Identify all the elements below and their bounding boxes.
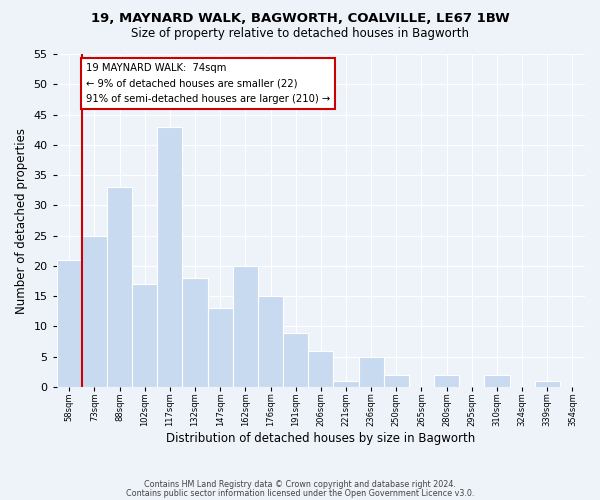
Bar: [384, 375, 409, 387]
Text: Contains public sector information licensed under the Open Government Licence v3: Contains public sector information licen…: [126, 488, 474, 498]
Bar: [57, 260, 82, 387]
Bar: [484, 375, 509, 387]
Bar: [334, 381, 359, 387]
Bar: [182, 278, 208, 387]
Bar: [82, 236, 107, 387]
Text: Size of property relative to detached houses in Bagworth: Size of property relative to detached ho…: [131, 28, 469, 40]
Bar: [308, 350, 334, 387]
Bar: [157, 126, 182, 387]
Y-axis label: Number of detached properties: Number of detached properties: [15, 128, 28, 314]
Bar: [233, 266, 258, 387]
Bar: [258, 296, 283, 387]
Text: 19, MAYNARD WALK, BAGWORTH, COALVILLE, LE67 1BW: 19, MAYNARD WALK, BAGWORTH, COALVILLE, L…: [91, 12, 509, 26]
Bar: [107, 187, 132, 387]
X-axis label: Distribution of detached houses by size in Bagworth: Distribution of detached houses by size …: [166, 432, 475, 445]
Bar: [132, 284, 157, 387]
Bar: [535, 381, 560, 387]
Bar: [283, 332, 308, 387]
Bar: [434, 375, 459, 387]
Bar: [359, 356, 384, 387]
Text: Contains HM Land Registry data © Crown copyright and database right 2024.: Contains HM Land Registry data © Crown c…: [144, 480, 456, 489]
Text: 19 MAYNARD WALK:  74sqm
← 9% of detached houses are smaller (22)
91% of semi-det: 19 MAYNARD WALK: 74sqm ← 9% of detached …: [86, 63, 330, 104]
Bar: [208, 308, 233, 387]
